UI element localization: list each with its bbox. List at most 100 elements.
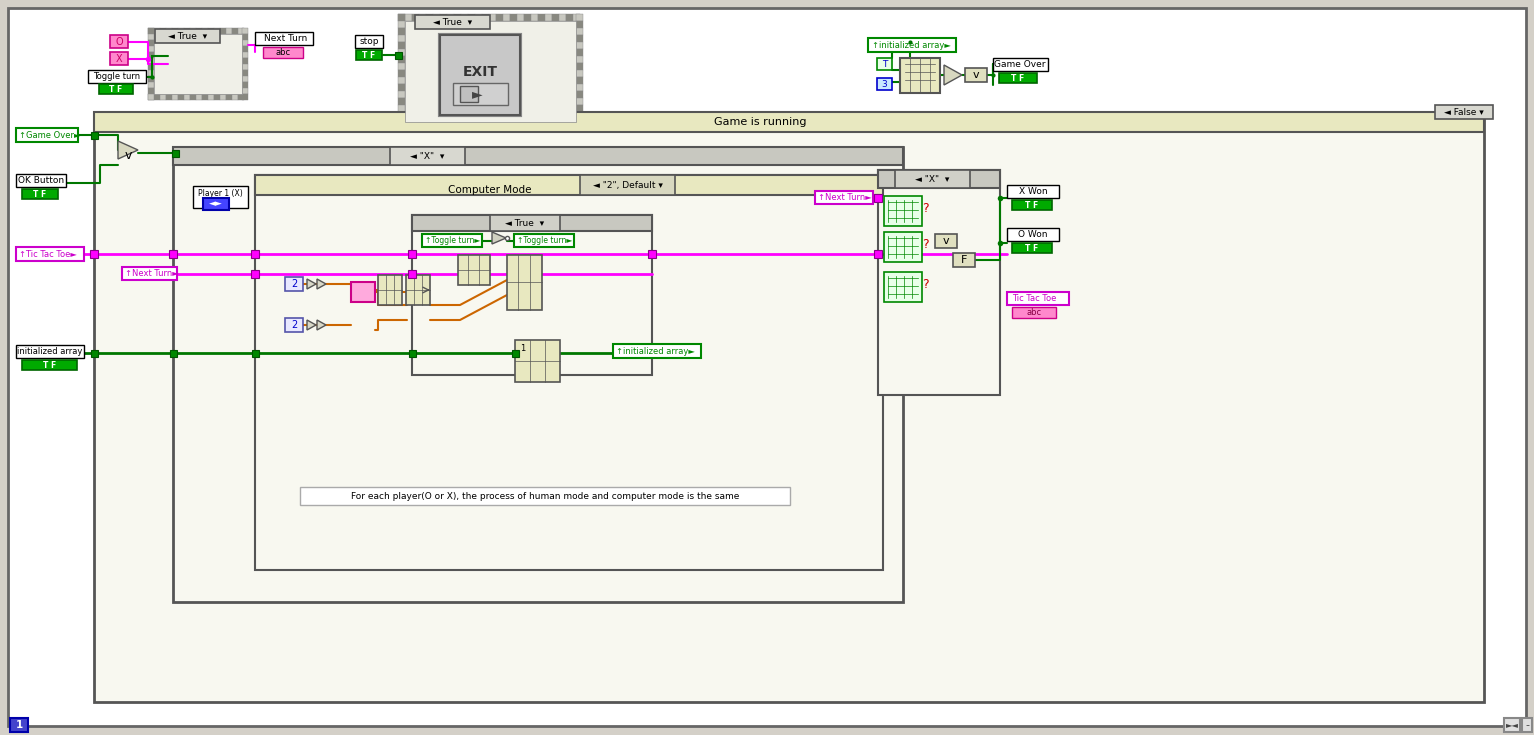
Polygon shape <box>492 232 506 244</box>
Bar <box>413 215 652 231</box>
Bar <box>397 112 405 119</box>
Bar <box>301 487 790 505</box>
Bar <box>397 35 405 42</box>
Bar <box>242 28 249 34</box>
Bar <box>468 14 476 21</box>
Bar <box>178 94 184 100</box>
Bar <box>153 28 160 34</box>
Bar <box>405 21 575 122</box>
Bar <box>166 28 172 34</box>
Bar <box>566 122 574 129</box>
Bar <box>884 196 922 226</box>
Bar <box>397 105 405 112</box>
Bar <box>419 122 426 129</box>
Text: T F: T F <box>109 85 123 93</box>
Text: v: v <box>124 148 132 162</box>
Bar <box>647 250 657 258</box>
Bar <box>91 132 98 139</box>
Bar <box>238 28 244 34</box>
Bar <box>575 98 583 105</box>
Bar <box>575 56 583 63</box>
Bar <box>877 58 891 70</box>
Bar <box>215 94 219 100</box>
Bar <box>110 35 127 48</box>
Bar <box>575 84 583 91</box>
Bar <box>285 318 304 332</box>
Bar <box>575 63 583 70</box>
Text: ◄ True  ▾: ◄ True ▾ <box>433 18 472 26</box>
Bar <box>538 122 545 129</box>
Bar <box>397 98 405 105</box>
Bar <box>1012 307 1055 318</box>
Text: Game is running: Game is running <box>713 117 807 127</box>
Bar <box>433 14 440 21</box>
Text: ◄►: ◄► <box>209 199 222 209</box>
Text: ↑Toggle turn►: ↑Toggle turn► <box>425 236 480 245</box>
Text: T F: T F <box>1025 201 1039 209</box>
Bar <box>531 122 538 129</box>
Bar <box>354 35 384 48</box>
Bar <box>884 272 922 302</box>
Bar <box>147 82 153 88</box>
Bar <box>252 270 259 278</box>
Bar <box>454 122 462 129</box>
Bar <box>509 14 517 21</box>
Bar <box>419 14 426 21</box>
Bar <box>255 32 313 45</box>
Text: abc: abc <box>1026 308 1042 317</box>
Bar <box>153 34 242 94</box>
Bar <box>225 28 232 34</box>
Text: 2: 2 <box>291 320 298 330</box>
Bar <box>558 14 566 21</box>
Bar <box>173 147 904 165</box>
Bar <box>531 14 538 21</box>
Bar <box>440 14 446 21</box>
Bar <box>440 35 520 115</box>
Bar <box>580 175 675 195</box>
Bar <box>147 40 153 46</box>
Text: ↑Game Over►: ↑Game Over► <box>18 131 80 140</box>
Bar <box>147 88 153 94</box>
Bar <box>460 86 479 102</box>
Bar <box>575 70 583 77</box>
Text: T F: T F <box>1011 74 1025 82</box>
Bar <box>147 94 153 100</box>
Bar <box>219 28 225 34</box>
Bar <box>147 76 153 82</box>
Bar <box>21 360 77 370</box>
Bar <box>552 14 558 21</box>
Bar <box>242 52 249 58</box>
Bar <box>252 350 259 357</box>
Bar <box>936 234 957 248</box>
Bar <box>489 215 560 231</box>
Bar <box>405 14 413 21</box>
Bar <box>147 70 153 76</box>
Bar <box>503 122 509 129</box>
Bar <box>184 94 190 100</box>
Bar <box>517 122 525 129</box>
Text: Game Over: Game Over <box>994 60 1046 69</box>
Bar <box>552 122 558 129</box>
Bar <box>190 94 196 100</box>
Bar <box>482 14 489 21</box>
Bar <box>209 94 215 100</box>
Bar <box>242 58 249 64</box>
Text: -: - <box>1525 720 1529 730</box>
Bar <box>215 28 219 34</box>
Bar <box>196 28 202 34</box>
Bar <box>453 83 508 105</box>
Bar <box>1012 243 1052 253</box>
Text: O: O <box>115 37 123 46</box>
Bar <box>953 253 976 267</box>
Bar <box>397 91 405 98</box>
Bar <box>574 122 580 129</box>
Bar <box>1006 292 1069 305</box>
Bar <box>202 28 209 34</box>
Bar <box>202 94 209 100</box>
Bar <box>874 194 882 202</box>
Text: ?: ? <box>922 201 928 215</box>
Bar <box>397 119 405 126</box>
Bar <box>242 94 249 100</box>
Bar <box>242 64 249 70</box>
Bar <box>575 49 583 56</box>
